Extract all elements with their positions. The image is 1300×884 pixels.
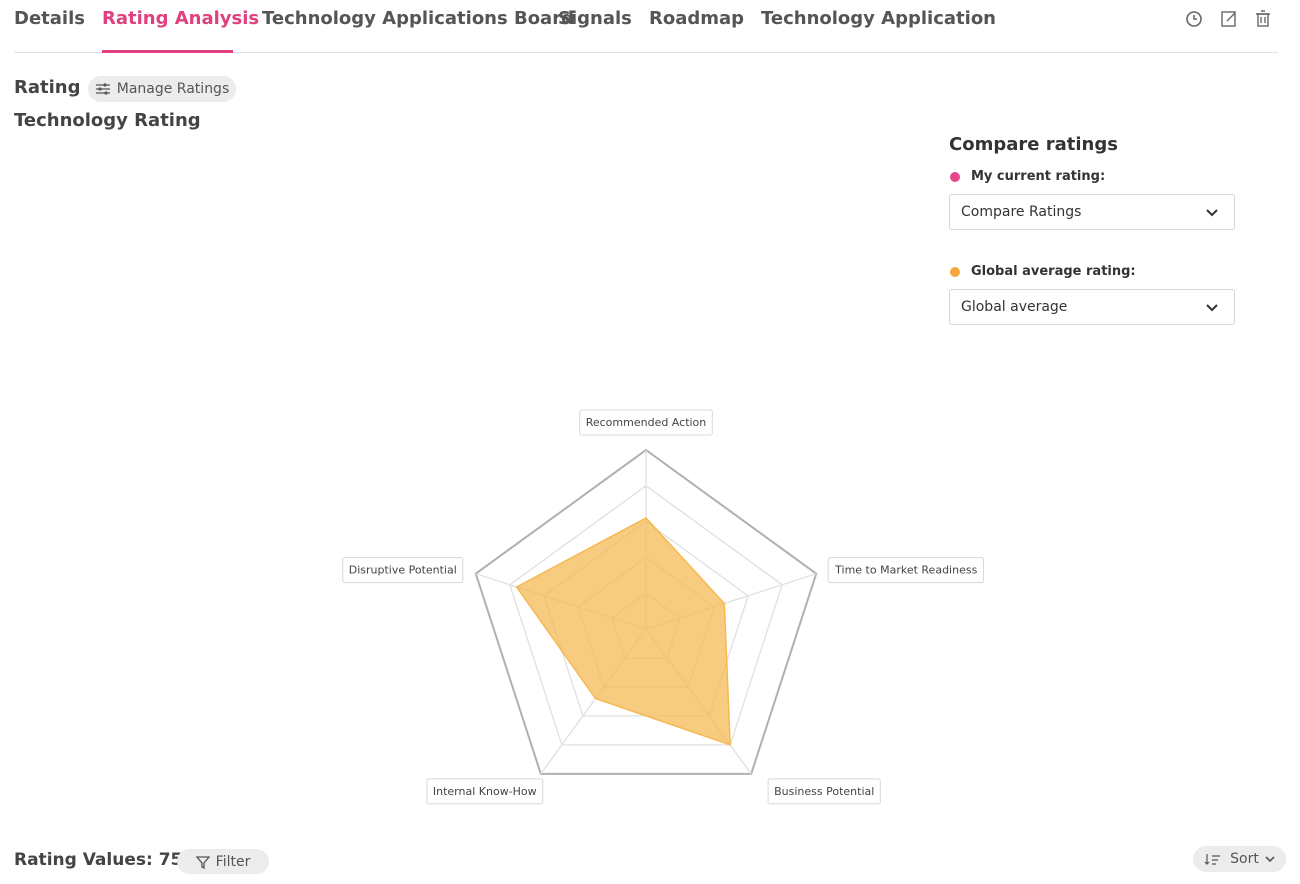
axis-label-text: Internal Know-How — [433, 785, 537, 798]
legend-dot — [950, 267, 960, 277]
select-chevron — [1206, 304, 1218, 312]
tab[interactable]: Rating Analysis — [102, 8, 260, 29]
tab[interactable]: Details — [14, 8, 85, 29]
rating-values-count: Rating Values: 75 — [14, 850, 183, 870]
axis-label-box — [579, 409, 713, 436]
axis-label-text: Recommended Action — [586, 416, 707, 429]
sort-text: Sort — [1230, 851, 1259, 867]
section-subtitle: Technology Rating — [14, 110, 201, 131]
select-value: Global average — [961, 299, 1068, 315]
filter-icon — [195, 855, 210, 869]
sort-icon — [1204, 854, 1221, 865]
tab[interactable]: Roadmap — [649, 8, 745, 29]
tab[interactable]: Technology Application — [761, 8, 996, 29]
compare-title: Compare ratings — [949, 134, 1118, 155]
axis-label-text: Time to Market Readiness — [834, 564, 977, 577]
toolbar-icons — [1186, 10, 1270, 27]
axis-label-box — [426, 778, 544, 805]
axis-label-box — [827, 557, 985, 584]
axis-label: Disruptive Potential — [342, 557, 464, 584]
tab[interactable]: Technology Applications Board — [262, 8, 574, 29]
edit-icon[interactable] — [1221, 11, 1236, 27]
legend-dot — [950, 172, 960, 182]
axis-label: Business Potential — [767, 778, 881, 805]
filter-button[interactable]: Filter — [177, 849, 269, 874]
axis-label-box — [767, 778, 881, 805]
compare-label: My current rating: — [971, 169, 1106, 184]
axis-label-text: Disruptive Potential — [349, 564, 457, 577]
chevron-path — [1206, 209, 1218, 217]
select-chevron — [1206, 209, 1218, 217]
sort-button[interactable]: Sort — [1193, 846, 1286, 872]
grid-ring — [509, 484, 783, 746]
filter-text: Filter — [215, 853, 251, 870]
grid-ring — [474, 448, 818, 775]
axis-label: Time to Market Readiness — [827, 557, 985, 584]
history-icon[interactable] — [1186, 11, 1202, 27]
sliders-icon — [95, 83, 110, 95]
active-tab-underline — [102, 50, 233, 53]
axis-label: Recommended Action — [579, 409, 713, 436]
tab-separator — [14, 52, 1278, 53]
sort-chevron — [1265, 856, 1275, 863]
chevron-path — [1206, 304, 1218, 312]
axis-label-box — [342, 557, 464, 584]
delete-icon[interactable] — [1256, 10, 1270, 27]
manage-ratings-text: Manage Ratings — [116, 81, 230, 97]
axis-label: Internal Know-How — [426, 778, 544, 805]
compare-select[interactable]: Compare Ratings — [949, 194, 1235, 230]
rating-label: Rating — [14, 77, 81, 98]
manage-ratings-button[interactable]: Manage Ratings — [88, 76, 236, 102]
axis-label-text: Business Potential — [774, 785, 874, 798]
compare-label: Global average rating: — [971, 264, 1136, 279]
tab[interactable]: Signals — [558, 8, 632, 29]
compare-select[interactable]: Global average — [949, 289, 1235, 325]
select-value: Compare Ratings — [961, 204, 1082, 220]
rating-area — [515, 517, 731, 746]
